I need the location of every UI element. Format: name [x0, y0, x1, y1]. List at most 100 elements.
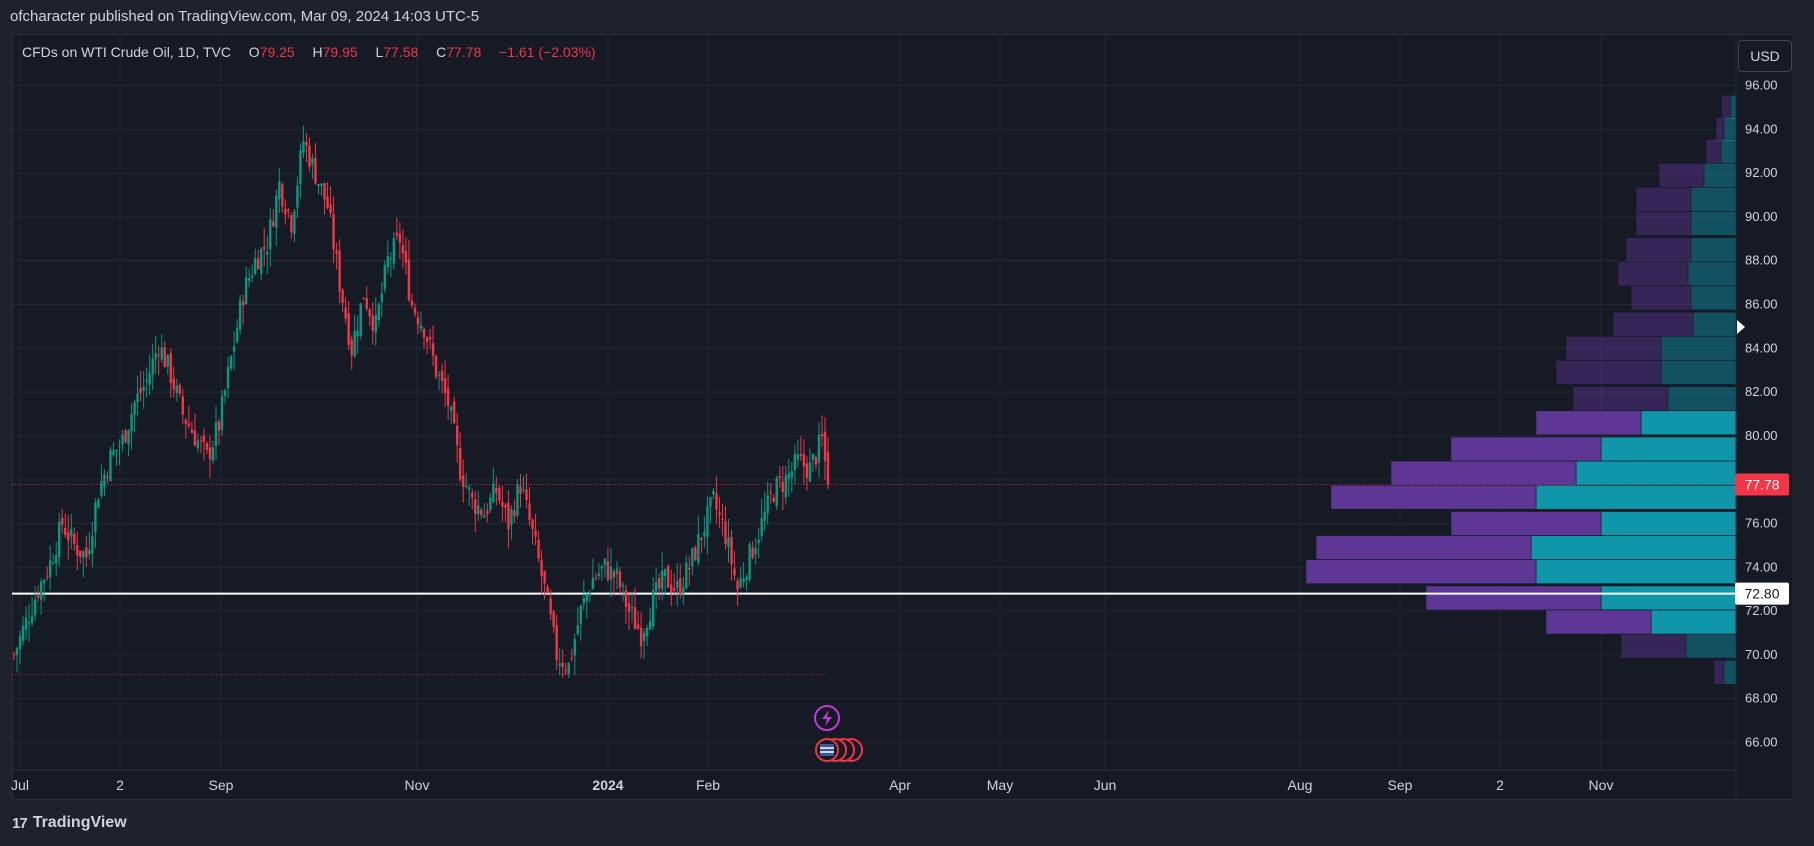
candle-body	[12, 654, 16, 656]
candle-body	[199, 440, 203, 442]
candle-body	[440, 370, 444, 382]
candle-body	[45, 575, 49, 577]
candle-body	[217, 421, 221, 431]
candle-body	[172, 378, 175, 390]
candle-body	[513, 510, 516, 517]
candle-body	[670, 584, 673, 593]
candle-body	[814, 456, 818, 465]
candle-body	[645, 627, 649, 637]
y-tick-label: 66.00	[1745, 735, 1778, 750]
y-tick-label: 86.00	[1745, 297, 1778, 312]
vp-bar-up	[1640, 410, 1737, 436]
candle-body	[471, 492, 474, 498]
candle-body	[685, 562, 688, 588]
candle-body	[709, 497, 712, 507]
us-flag-icon	[820, 744, 834, 756]
candle-body	[160, 347, 163, 360]
candle-body	[238, 299, 242, 330]
candle-body	[401, 245, 405, 254]
x-tick-label: Jun	[1094, 777, 1117, 793]
candle-body	[477, 505, 480, 515]
candle-body	[91, 535, 94, 554]
candle-body	[392, 237, 396, 264]
candle-body	[727, 537, 730, 548]
candle-body	[67, 532, 70, 541]
candle-body	[763, 511, 766, 522]
candle-body	[597, 573, 601, 576]
candle-body	[142, 386, 145, 391]
x-tick-label: Nov	[405, 777, 430, 793]
candle-body	[157, 354, 160, 356]
candle-body	[531, 519, 534, 530]
high-value: 79.95	[322, 44, 358, 60]
y-tick-label: 84.00	[1745, 340, 1778, 355]
candle-body	[269, 219, 272, 250]
candle-body	[202, 435, 206, 443]
currency-button[interactable]: USD	[1738, 40, 1792, 72]
candle-body	[260, 248, 263, 274]
vp-bar-down	[1715, 117, 1725, 142]
candle-body	[371, 315, 374, 331]
vp-bar-up	[1535, 484, 1737, 510]
x-tick-label: Feb	[696, 777, 720, 793]
vp-bar-down	[1390, 460, 1577, 486]
candle-body	[323, 183, 326, 200]
volume-profile	[1305, 95, 1737, 685]
vp-bar-down	[1713, 660, 1725, 685]
candle-body	[118, 445, 121, 448]
candle-body	[299, 150, 302, 184]
candle-body	[21, 626, 25, 641]
candle-body	[555, 625, 558, 661]
open-label: O	[248, 44, 260, 60]
candle-body	[121, 434, 124, 445]
candle-body	[404, 250, 408, 263]
candle-body	[452, 401, 456, 424]
y-tick-label: 90.00	[1745, 209, 1778, 224]
candle-body	[181, 396, 185, 415]
candle-body	[633, 607, 637, 630]
candle-body	[664, 569, 667, 576]
vp-bar-up	[1660, 360, 1737, 385]
candle-body	[570, 657, 573, 659]
candle-body	[657, 578, 661, 589]
y-tick-label: 70.00	[1745, 647, 1778, 662]
candle-body	[573, 639, 576, 656]
candle-body	[115, 449, 118, 452]
candle-body	[576, 625, 579, 634]
candle-body	[811, 453, 815, 460]
candle-body	[673, 588, 676, 591]
candle-body	[88, 549, 91, 555]
candle-body	[163, 347, 166, 368]
candle-body	[796, 454, 800, 460]
last-price-badge	[1735, 473, 1789, 496]
price-levels	[12, 484, 1736, 676]
candle-body	[109, 450, 112, 482]
candle-body	[374, 314, 377, 333]
vp-bar-up	[1650, 609, 1737, 635]
x-tick-label: Aug	[1288, 777, 1313, 793]
vp-bar-up	[1692, 311, 1737, 337]
close-value: 77.78	[446, 44, 482, 60]
candle-body	[335, 250, 338, 254]
candle-body	[15, 648, 19, 656]
candle-body	[510, 508, 513, 525]
symbol-name: CFDs on WTI Crude Oil, 1D, TVC	[22, 44, 232, 60]
candle-body	[55, 555, 58, 564]
candle-body	[76, 545, 79, 556]
candle-body	[302, 141, 305, 153]
vp-bar-down	[1635, 187, 1692, 212]
candle-body	[281, 184, 284, 207]
x-tick-label: Nov	[1589, 777, 1614, 793]
candle-body	[416, 317, 420, 325]
y-tick-label: 72.00	[1745, 603, 1778, 618]
x-tick-label: 2	[1496, 777, 1504, 793]
candle-body	[745, 577, 748, 581]
vp-bar-up	[1730, 95, 1737, 120]
tradingview-logo[interactable]: 17 TradingView	[12, 814, 127, 832]
candle-body	[793, 454, 797, 471]
candle-body	[187, 423, 191, 427]
candle-body	[612, 571, 616, 578]
candle-body	[591, 577, 595, 590]
